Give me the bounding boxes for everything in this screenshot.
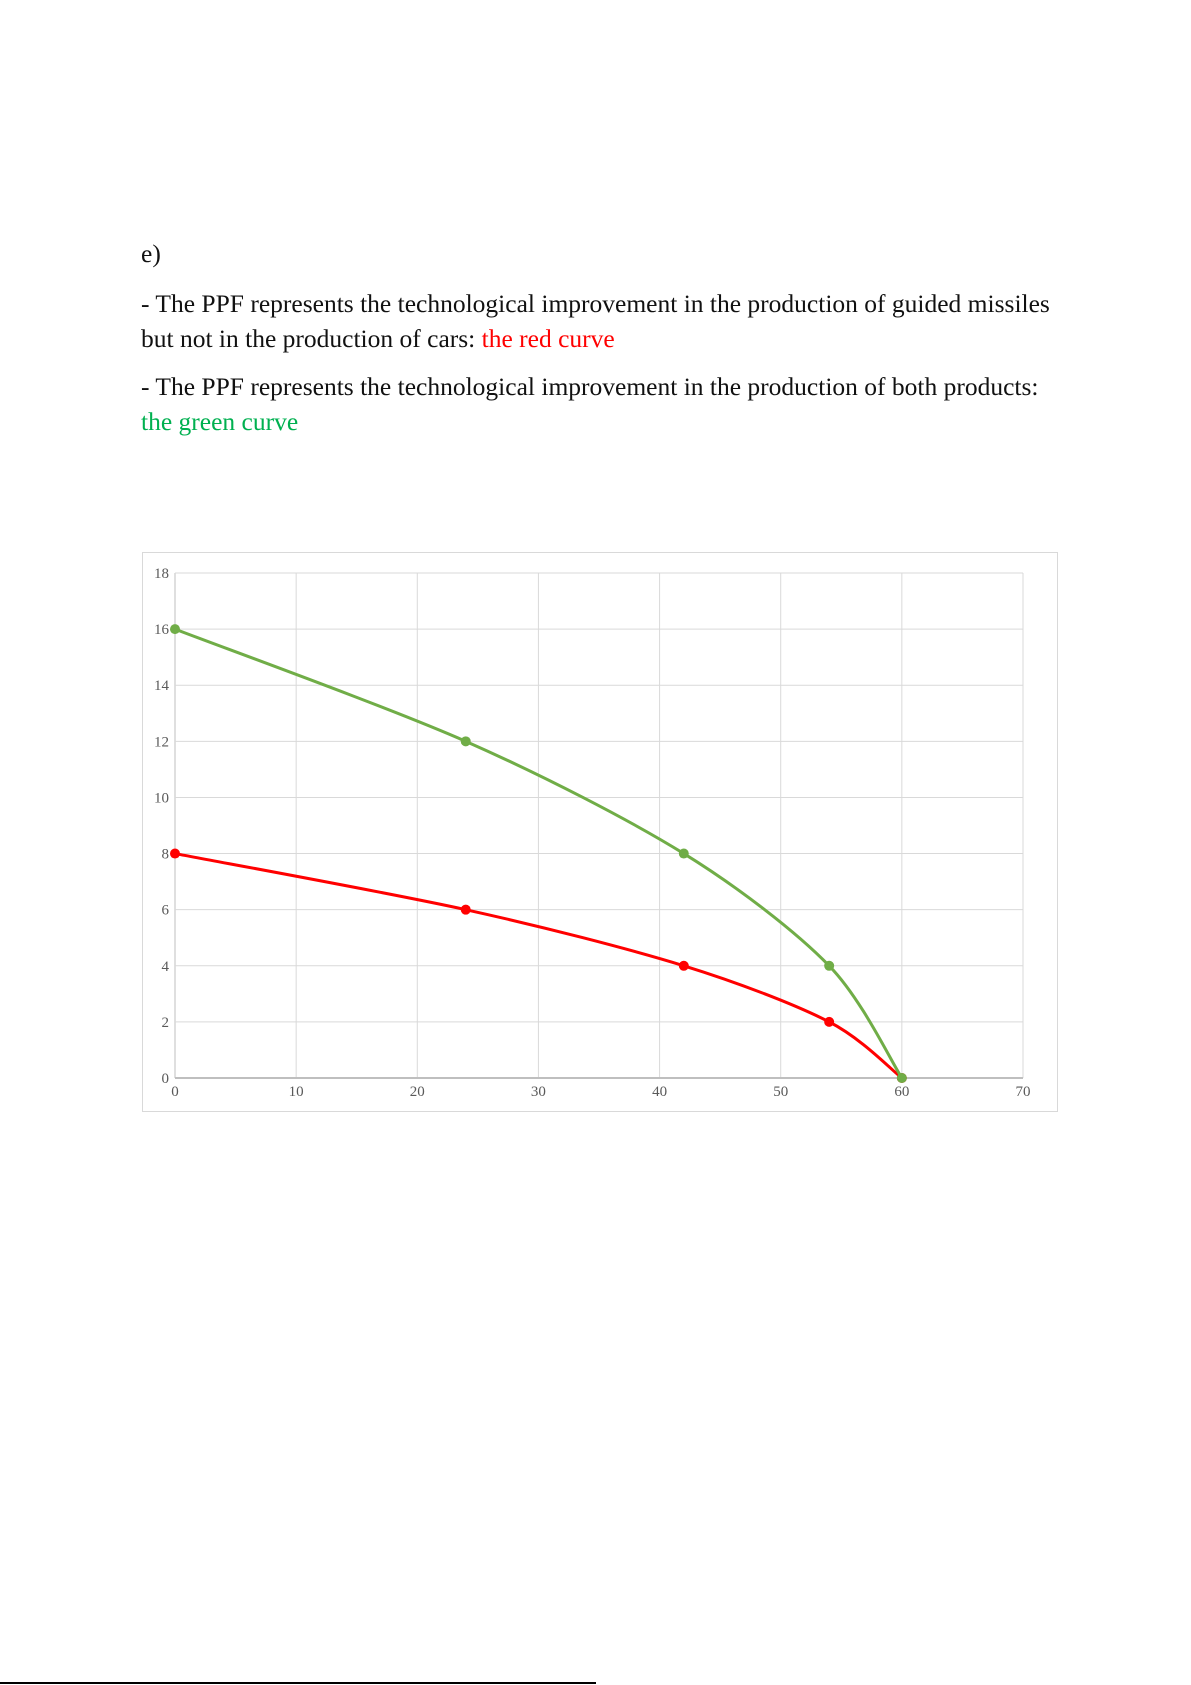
x-tick-label: 20 bbox=[410, 1084, 425, 1100]
data-point bbox=[678, 848, 689, 859]
y-tick-label: 8 bbox=[162, 847, 170, 863]
data-point bbox=[896, 1073, 907, 1083]
x-tick-label: 10 bbox=[289, 1084, 304, 1100]
section-label: e) bbox=[141, 239, 161, 268]
x-tick-label: 0 bbox=[171, 1084, 179, 1100]
y-tick-label: 16 bbox=[154, 622, 170, 638]
y-tick-label: 6 bbox=[162, 903, 170, 919]
x-tick-label: 50 bbox=[773, 1084, 788, 1100]
x-tick-label: 60 bbox=[894, 1084, 909, 1100]
y-tick-label: 2 bbox=[162, 1015, 170, 1031]
y-tick-label: 0 bbox=[162, 1071, 170, 1087]
y-tick-label: 18 bbox=[154, 566, 169, 582]
red-curve-label: the red curve bbox=[481, 324, 615, 353]
green-curve-label: the green curve bbox=[141, 407, 299, 436]
series-line-1 bbox=[174, 627, 904, 1079]
y-tick-label: 4 bbox=[162, 959, 170, 975]
data-point bbox=[460, 736, 471, 747]
data-point bbox=[678, 960, 689, 971]
ppf-chart: 0 10 20 30 40 50 60 70 0 2 4 6 8 10 12 14 16 18 bbox=[142, 552, 1058, 1112]
data-point bbox=[460, 904, 471, 915]
x-tick-label: 30 bbox=[531, 1084, 546, 1100]
x-tick-label: 70 bbox=[1016, 1084, 1031, 1100]
y-tick-label: 12 bbox=[154, 734, 169, 750]
bullet-text: - The PPF represents the technological i… bbox=[141, 289, 1050, 353]
data-point bbox=[824, 960, 835, 971]
chart-svg: 0 10 20 30 40 50 60 70 0 2 4 6 8 10 12 14 16 18 bbox=[154, 566, 1031, 1100]
bullet-text: - The PPF represents the technological i… bbox=[141, 372, 1039, 401]
y-tick-label: 10 bbox=[154, 790, 169, 806]
data-point bbox=[824, 1016, 835, 1027]
x-tick-label: 40 bbox=[652, 1084, 667, 1100]
page-bottom-rule bbox=[0, 1682, 596, 1684]
data-point bbox=[170, 624, 180, 635]
data-point bbox=[170, 848, 180, 859]
bullet-red-curve: - The PPF represents the technological i… bbox=[141, 286, 1061, 356]
y-tick-label: 14 bbox=[154, 678, 170, 694]
bullet-green-curve: - The PPF represents the technological i… bbox=[141, 369, 1061, 439]
